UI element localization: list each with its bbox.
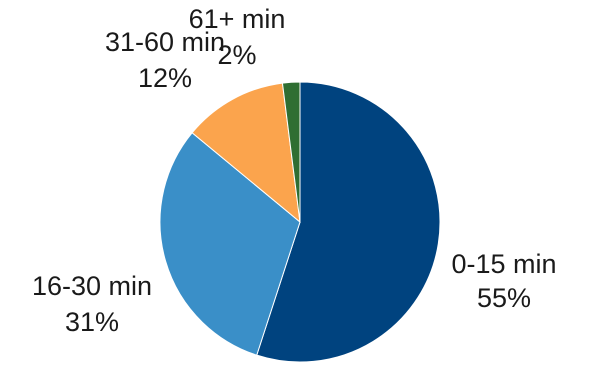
- slice-label-16-30: 16-30 min 31%: [32, 271, 152, 337]
- pie-slice-0-15-min: [256, 81, 441, 363]
- slice-1-name: 16-30 min: [32, 271, 152, 301]
- pie-slices: [159, 81, 441, 363]
- slice-3-name: 61+ min: [189, 4, 286, 34]
- slice-label-61-plus: 61+ min 2%: [189, 4, 286, 70]
- slice-1-percent: 31%: [65, 307, 119, 337]
- pie-slice-61-min: [281, 81, 301, 223]
- slice-label-0-15: 0-15 min 55%: [451, 249, 556, 313]
- pie-slice-31-60-min: [191, 82, 301, 224]
- slice-0-percent: 55%: [477, 283, 531, 313]
- slice-2-percent: 12%: [138, 63, 192, 93]
- slice-3-percent: 2%: [217, 40, 256, 70]
- pie-slice-16-30-min: [159, 132, 301, 356]
- slice-0-name: 0-15 min: [451, 249, 556, 279]
- slice-label-31-60: 31-60 min 12%: [105, 27, 225, 93]
- slice-2-name: 31-60 min: [105, 27, 225, 57]
